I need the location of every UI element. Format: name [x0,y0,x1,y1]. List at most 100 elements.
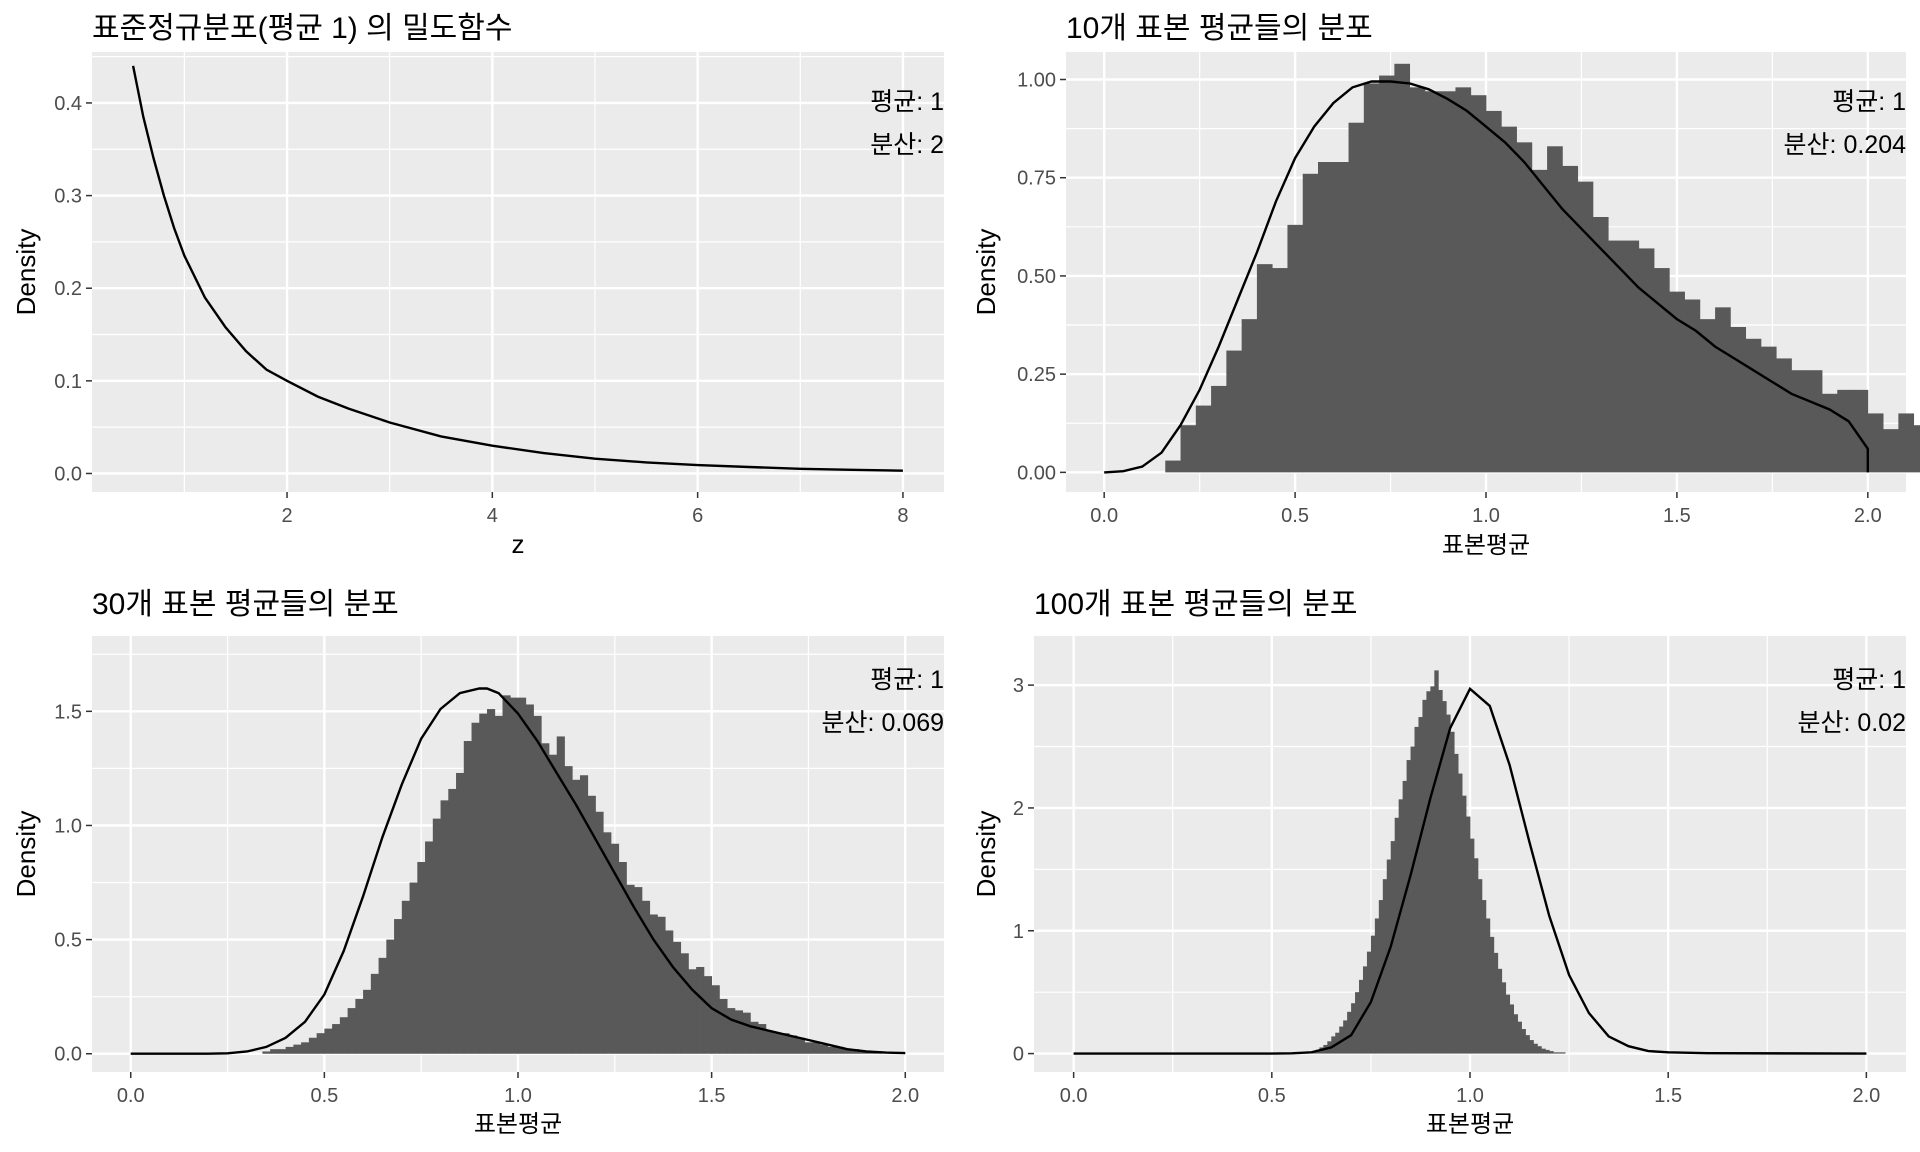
histogram-bar [734,1010,744,1054]
histogram-bar [1509,1004,1514,1054]
histogram-bar [1398,799,1404,1054]
y-tick-label: 1.0 [54,815,82,837]
histogram-bar [1272,268,1288,473]
annotation-mean: 평균: 1 [1832,88,1906,116]
histogram-bar [1434,670,1439,1054]
annotation-variance: 분산: 0.204 [1784,131,1907,159]
x-tick-label: 0.5 [1281,505,1309,527]
histogram-bar [533,715,542,1054]
histogram-bar [1211,385,1227,473]
histogram-bar [1241,319,1258,473]
histogram-bar [1386,859,1392,1054]
histogram-bar [680,953,689,1054]
y-tick-label: 2 [1013,798,1024,820]
y-tick-label: 0.3 [54,186,82,208]
marks [1104,63,1920,474]
histogram-bar [1226,350,1243,473]
histogram-bar [363,989,372,1054]
histogram-bar [1513,1014,1518,1054]
histogram-bar [657,916,666,1054]
histogram-bar [672,941,682,1054]
x-tick-label: 1.5 [698,1085,726,1107]
histogram-bar [1547,146,1563,473]
histogram-bar [1363,83,1380,473]
histogram-bar [1806,370,1823,473]
x-axis-label: 표본평균 [1442,532,1530,559]
x-tick-label: 2.0 [1852,1085,1880,1107]
histogram-bar [541,743,550,1054]
histogram-bar [781,1033,790,1054]
density-curve [130,687,906,1055]
histogram-bar [711,985,720,1054]
x-axis-label: 표본평균 [1426,1111,1514,1138]
histogram-bar [1760,346,1777,473]
histogram-bar [851,1049,860,1054]
marks [1073,670,1867,1055]
histogram-bar [587,795,596,1054]
chart-title: 10개 표본 평균들의 분포 [1066,12,1373,45]
histogram-bar [293,1044,302,1054]
histogram-bar [1521,1029,1526,1054]
histogram-bar [1442,701,1447,1054]
histogram-bar [1390,841,1396,1054]
histogram-bar [1553,1052,1558,1054]
annotation-mean: 평균: 1 [870,88,944,116]
histogram-bar [1348,122,1365,473]
gridlines [92,52,944,492]
histogram-bar [1537,1046,1542,1054]
y-tick-label: 3 [1013,675,1024,697]
density-chart-panel: 표준정규분포(평균 1) 의 밀도함수 2 4 6 80.00.10.20.30.4 … [11,12,944,559]
histogram-bar [595,811,604,1054]
x-tick-label: 1.0 [504,1085,532,1107]
histogram-bar [1418,717,1423,1054]
histogram-bar [1165,460,1181,473]
x-tick-label: 1.5 [1663,505,1691,527]
histogram-bar [355,998,364,1054]
histogram-bar [572,779,581,1054]
histogram-bar [1557,1052,1562,1054]
histogram-bar [1287,224,1304,473]
ticks: 2 4 6 8 0.0 0.1 0.2 0.3 0.4 [54,93,908,527]
y-tick-label: 0.0 [54,463,82,485]
histogram-bar [603,832,612,1054]
histogram-bar [262,1051,271,1054]
x-tick-label: 0.0 [1090,505,1118,527]
histogram-bar [285,1046,294,1054]
x-tick-label: 2.0 [891,1085,919,1107]
ticks: 0.0 0.5 1.0 1.5 2.0 0 1 2 3 [1013,675,1880,1107]
histogram-bar [1394,63,1411,473]
annotation-mean: 평균: 1 [870,666,944,694]
histogram-bar [1898,413,1915,473]
histogram-bar [1430,686,1435,1054]
ticks: 0.0 0.5 1.0 1.5 2.0 0.0 0.5 1.0 1.5 [54,701,919,1107]
histogram-bar [1684,299,1701,473]
histogram-bar [440,800,449,1054]
histogram-bar [1351,1003,1356,1054]
y-tick-label: 0.0 [54,1044,82,1066]
histogram-bar [618,861,627,1054]
histogram-bar [634,887,643,1054]
histogram-bar [1466,816,1471,1054]
histogram-bar [1379,75,1395,473]
chart-title: 표준정규분포(평균 1) 의 밀도함수 [92,12,512,45]
histogram-bar [1438,690,1443,1054]
histogram-bar [1623,240,1640,473]
histogram-bar [812,1042,821,1054]
x-tick-label: 1.0 [1472,505,1500,527]
histogram-bar [1256,264,1273,473]
histogram-bar [1837,389,1853,473]
histogram-bar [1608,240,1624,473]
histogram-bar [626,884,635,1054]
annotation-variance: 분산: 0.02 [1797,709,1906,737]
ticks: 0.0 0.5 1.0 1.5 2.0 0.00 0.25 0.50 0.75 1.00 [1017,70,1882,528]
histogram-bar [1414,726,1419,1054]
histogram-bar [448,788,457,1054]
histogram-bar [1458,773,1463,1054]
x-tick-label: 2.0 [1854,505,1882,527]
histogram-bar [370,973,379,1054]
histogram-bar [719,998,728,1054]
y-tick-label: 0 [1013,1044,1024,1066]
histogram-bar [1531,169,1548,473]
chart-title: 30개 표본 평균들의 분포 [92,588,399,621]
histogram-bar [750,1021,759,1054]
